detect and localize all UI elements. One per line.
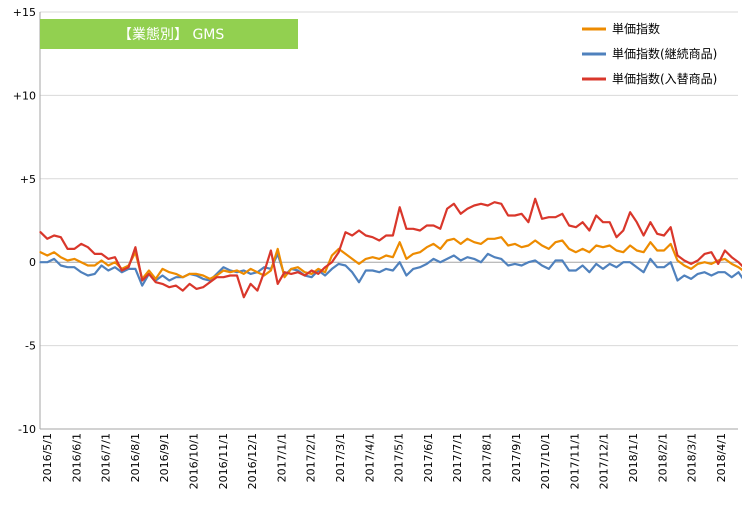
legend-label-1: 単価指数(継続商品) bbox=[612, 46, 717, 61]
banner-background bbox=[40, 19, 298, 49]
x-tick-label: 2017/1/1 bbox=[275, 433, 288, 482]
x-tick-label: 2016/12/1 bbox=[246, 433, 259, 489]
x-tick-label: 2017/11/1 bbox=[568, 433, 581, 489]
x-tick-label: 2017/6/1 bbox=[422, 433, 435, 482]
x-tick-label: 2017/7/1 bbox=[451, 433, 464, 482]
y-tick-label: -10 bbox=[18, 423, 36, 436]
axes bbox=[39, 12, 738, 430]
x-tick-label: 2016/9/1 bbox=[158, 433, 171, 482]
x-tick-label: 2017/12/1 bbox=[598, 433, 611, 489]
x-tick-label: 2017/10/1 bbox=[539, 433, 552, 489]
x-tick-label: 2018/3/1 bbox=[686, 433, 699, 482]
x-tick-label: 2018/4/1 bbox=[715, 433, 728, 482]
banner: 【業態別】 GMS bbox=[40, 19, 298, 49]
y-tick-label: +10 bbox=[13, 89, 36, 102]
series-line-0 bbox=[39, 236, 742, 280]
series-line-1 bbox=[39, 252, 742, 287]
x-tick-label: 2017/8/1 bbox=[481, 433, 494, 482]
x-tick-label: 2017/3/1 bbox=[334, 433, 347, 482]
legend-label-0: 単価指数 bbox=[612, 21, 660, 36]
x-tick-label: 2016/10/1 bbox=[188, 433, 201, 489]
y-tick-label: +15 bbox=[13, 6, 36, 19]
x-tick-label: 2016/5/1 bbox=[41, 433, 54, 482]
series-lines bbox=[39, 197, 742, 299]
series-line-2 bbox=[39, 197, 742, 299]
x-tick-label: 2018/2/1 bbox=[656, 433, 669, 482]
y-tick-label: -5 bbox=[25, 340, 36, 353]
y-tick-labels: +15 +10 +5 0 -5 -10 bbox=[13, 6, 36, 436]
y-tick-label: 0 bbox=[29, 256, 36, 269]
x-tick-label: 2016/7/1 bbox=[100, 433, 113, 482]
x-tick-label: 2017/4/1 bbox=[363, 433, 376, 482]
x-tick-labels: 2016/5/1 2016/6/1 2016/7/1 2016/8/1 2016/9/1… bbox=[41, 433, 728, 489]
banner-title: 【業態別】 GMS bbox=[118, 27, 224, 43]
y-tick-label: +5 bbox=[20, 173, 36, 186]
legend-label-2: 単価指数(入替商品) bbox=[612, 71, 717, 86]
x-tick-label: 2017/5/1 bbox=[393, 433, 406, 482]
x-tick-label: 2018/1/1 bbox=[627, 433, 640, 482]
x-tick-label: 2017/9/1 bbox=[510, 433, 523, 482]
x-tick-label: 2016/8/1 bbox=[129, 433, 142, 482]
x-tick-label: 2016/6/1 bbox=[70, 433, 83, 482]
x-tick-label: 2017/2/1 bbox=[305, 433, 318, 482]
x-tick-label: 2016/11/1 bbox=[217, 433, 230, 489]
